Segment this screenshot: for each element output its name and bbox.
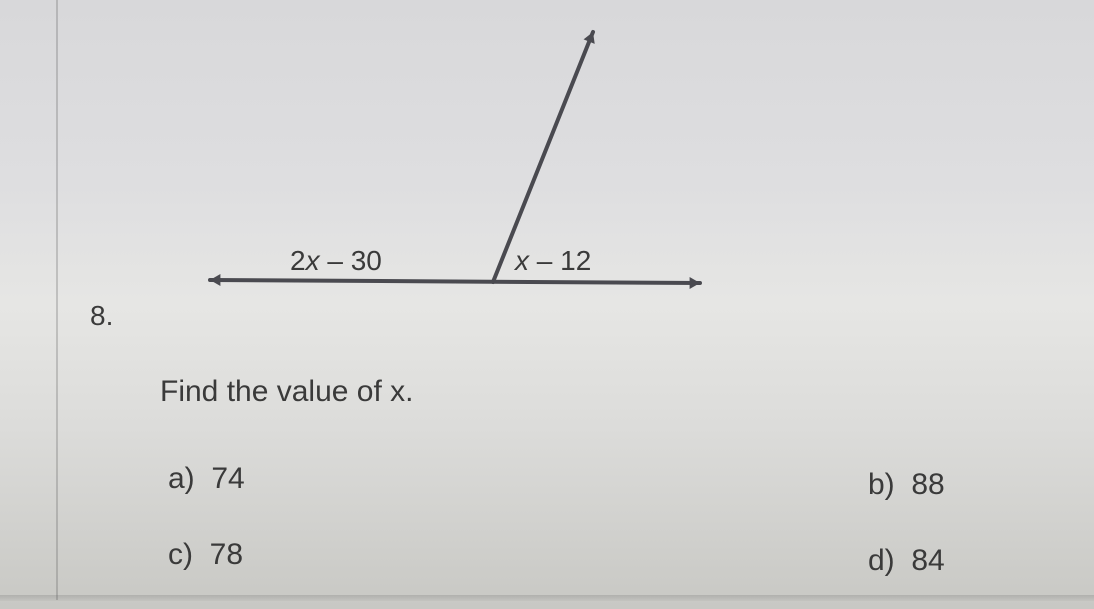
option-value: 74	[211, 462, 244, 495]
paper-edge-left	[56, 0, 58, 600]
expr-suffix: – 12	[529, 245, 591, 276]
option-value: 78	[210, 538, 243, 571]
option-letter: d)	[868, 544, 895, 577]
option-value: 84	[911, 544, 944, 577]
option-d[interactable]: d) 84	[868, 544, 945, 578]
angle-diagram: 2x – 30 x – 12	[180, 20, 730, 320]
expr-coef: 2	[290, 245, 306, 276]
question-prompt: Find the value of x.	[160, 375, 413, 409]
angle-label-right: x – 12	[515, 245, 591, 277]
option-letter: a)	[168, 462, 195, 495]
angle-label-left: 2x – 30	[290, 245, 382, 277]
expr-suffix: – 30	[320, 245, 382, 276]
diagram-svg	[180, 20, 730, 320]
option-c[interactable]: c) 78	[168, 538, 243, 572]
expr-var: x	[515, 245, 529, 276]
option-a[interactable]: a) 74	[168, 462, 245, 496]
option-letter: b)	[868, 468, 895, 501]
option-letter: c)	[168, 538, 193, 571]
option-b[interactable]: b) 88	[868, 468, 945, 502]
expr-var: x	[306, 245, 320, 276]
question-number: 8.	[90, 300, 113, 332]
paper-edge-bottom	[0, 595, 1094, 601]
option-value: 88	[911, 468, 944, 501]
